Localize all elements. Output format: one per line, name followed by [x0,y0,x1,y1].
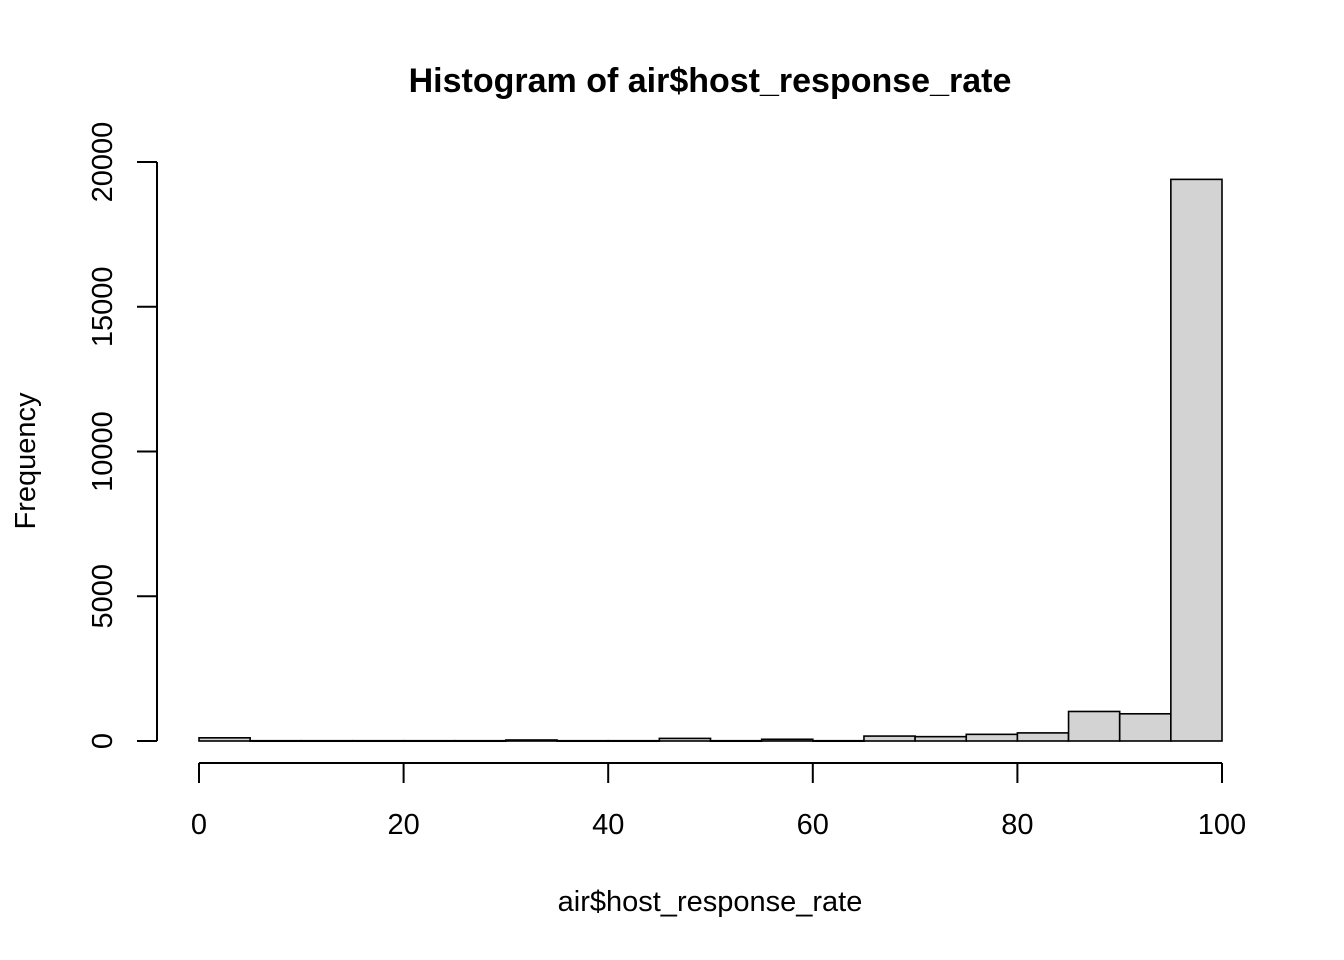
histogram-bar [1118,712,1172,742]
histogram-bar [811,739,865,743]
x-tick-label: 80 [1001,809,1033,841]
bars-group [198,178,1223,743]
y-axis-label: Frequency [10,392,42,530]
histogram-bar [505,739,558,742]
chart-title: Histogram of air$host_response_rate [409,62,1012,100]
histogram-bar [760,738,814,742]
histogram-bar [709,739,763,743]
x-tick-label: 60 [797,809,829,841]
histogram-bar [249,739,303,743]
histogram-bar [453,739,507,743]
y-tick-label: 20000 [87,122,119,203]
x-axis-label: air$host_response_rate [558,886,863,918]
y-tick-label: 10000 [87,411,119,492]
histogram-bar [300,739,354,743]
histogram-bar [402,739,456,743]
histogram-bar [198,737,251,742]
y-tick-label: 5000 [87,564,119,629]
x-tick-label: 100 [1198,809,1246,841]
x-tick-label: 40 [592,809,624,841]
histogram-bar [351,739,405,743]
histogram-bar [1016,732,1070,742]
x-tick-label: 20 [387,809,419,841]
histogram-bar [607,739,661,743]
histogram-bar [965,733,1019,742]
x-axis: 0 20 40 60 80 100 [191,762,1246,841]
histogram-bar [1067,710,1121,742]
y-axis: 0 5000 10000 15000 20000 [87,122,158,749]
histogram-bar [556,739,609,743]
histogram-bar [1170,178,1223,742]
histogram-bar [658,737,712,742]
y-tick-label: 0 [87,733,119,749]
y-tick-label: 15000 [87,266,119,347]
x-tick-label: 0 [191,809,207,841]
histogram-bar [863,735,916,742]
histogram-bar [914,735,968,742]
